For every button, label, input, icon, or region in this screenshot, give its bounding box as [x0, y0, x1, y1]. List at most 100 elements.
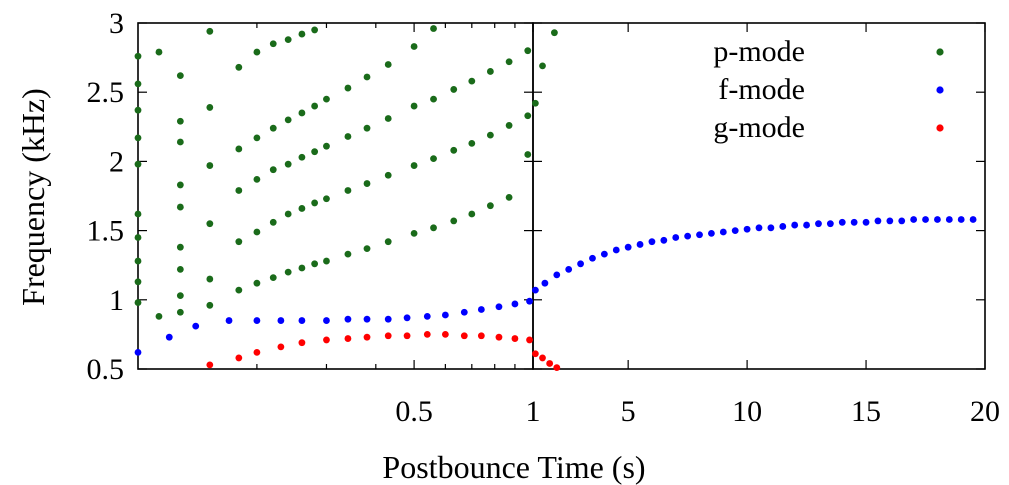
p-mode-point — [253, 175, 261, 183]
g-mode-point — [553, 364, 561, 372]
p-mode-point — [253, 48, 261, 56]
p-mode-point — [430, 224, 437, 232]
f-mode-point — [803, 221, 810, 229]
g-mode-point — [511, 335, 519, 342]
p-mode-point — [344, 133, 352, 140]
f-mode-point — [495, 303, 503, 311]
f-mode-point — [441, 311, 449, 319]
f-mode-point — [838, 218, 846, 226]
f-mode-point — [298, 317, 306, 324]
g-mode-point — [363, 333, 371, 341]
p-mode-point — [450, 217, 458, 225]
f-mode-point — [672, 234, 680, 241]
f-mode-point — [344, 315, 352, 323]
p-mode-point — [344, 250, 352, 258]
data-points — [134, 25, 977, 372]
p-mode-point — [363, 73, 371, 81]
f-mode-point — [934, 216, 941, 223]
legend-marker-f-mode — [936, 86, 944, 94]
f-mode-point — [511, 300, 519, 308]
p-mode-point — [206, 27, 214, 35]
g-mode-point — [495, 333, 503, 341]
p-mode-point — [298, 153, 306, 161]
p-mode-point — [269, 166, 277, 174]
p-mode-point — [468, 140, 476, 147]
f-mode-point — [767, 224, 775, 232]
p-mode-point — [298, 109, 306, 117]
p-mode-point — [284, 160, 292, 168]
p-mode-point — [155, 48, 163, 56]
f-mode-point — [165, 333, 173, 341]
p-mode-point — [410, 162, 418, 169]
f-mode-point — [898, 217, 906, 225]
g-mode-point — [323, 336, 330, 344]
p-mode-point — [253, 228, 261, 236]
f-mode-point — [553, 271, 561, 279]
f-mode-point — [403, 314, 411, 322]
p-mode-point — [176, 181, 184, 189]
g-mode-point — [531, 350, 539, 358]
x-tick-label: 1 — [526, 395, 541, 428]
g-mode-point — [403, 332, 411, 340]
p-mode-point — [323, 195, 330, 203]
p-mode-point — [269, 218, 277, 226]
f-mode-point — [743, 225, 751, 233]
p-mode-point — [176, 243, 184, 251]
x-tick-label: 15 — [851, 395, 881, 428]
p-mode-point — [363, 180, 371, 187]
y-tick-label: 0.5 — [87, 353, 125, 386]
f-mode-point — [192, 322, 200, 330]
f-mode-point — [731, 227, 739, 235]
p-mode-point — [206, 104, 214, 111]
g-mode-point — [546, 360, 554, 367]
p-mode-point — [176, 138, 184, 146]
g-mode-point — [253, 348, 261, 356]
f-mode-point — [886, 217, 894, 225]
f-mode-point — [862, 218, 870, 226]
p-mode-point — [524, 151, 532, 158]
legend-label-p-mode: p-mode — [713, 35, 805, 68]
p-mode-point — [206, 220, 214, 228]
g-mode-point — [344, 335, 352, 342]
g-mode-point — [441, 331, 449, 338]
f-mode-point — [384, 315, 392, 323]
p-mode-point — [269, 40, 277, 48]
p-mode-point — [176, 292, 184, 300]
f-mode-point — [815, 220, 822, 228]
p-mode-point — [284, 268, 292, 276]
p-mode-point — [253, 279, 261, 287]
p-mode-point — [486, 202, 494, 210]
p-mode-point — [134, 278, 142, 286]
f-mode-point — [755, 224, 763, 232]
p-mode-point — [134, 210, 142, 218]
p-mode-point — [468, 77, 476, 85]
x-tick-label: 20 — [970, 395, 1000, 428]
p-mode-point — [298, 205, 306, 212]
p-mode-point — [134, 134, 142, 142]
p-mode-point — [284, 210, 292, 218]
p-mode-point — [269, 274, 277, 282]
p-mode-point — [323, 257, 330, 265]
g-mode-point — [526, 336, 533, 344]
g-mode-point — [298, 339, 306, 347]
p-mode-point — [134, 52, 142, 60]
axes: 0.511.522.530.5 1 5 10 15 20 — [87, 7, 1001, 428]
x-axis-title: Postbounce Time (s) — [382, 449, 645, 485]
f-mode-point — [323, 317, 330, 324]
p-mode-point — [311, 102, 319, 110]
f-mode-point — [612, 246, 620, 254]
p-mode-point — [430, 155, 437, 163]
p-mode-point — [269, 124, 277, 132]
p-mode-point — [206, 301, 214, 309]
p-mode-point — [235, 238, 243, 246]
p-mode-point — [311, 260, 319, 268]
p-mode-point — [450, 86, 458, 93]
p-mode-point — [176, 265, 184, 273]
p-mode-point — [531, 99, 539, 107]
legend: p-mode f-mode g-mode — [713, 35, 944, 144]
g-mode-point — [423, 331, 431, 338]
legend-label-f-mode: f-mode — [718, 73, 805, 106]
f-mode-point — [957, 216, 965, 223]
p-mode-point — [323, 142, 330, 150]
